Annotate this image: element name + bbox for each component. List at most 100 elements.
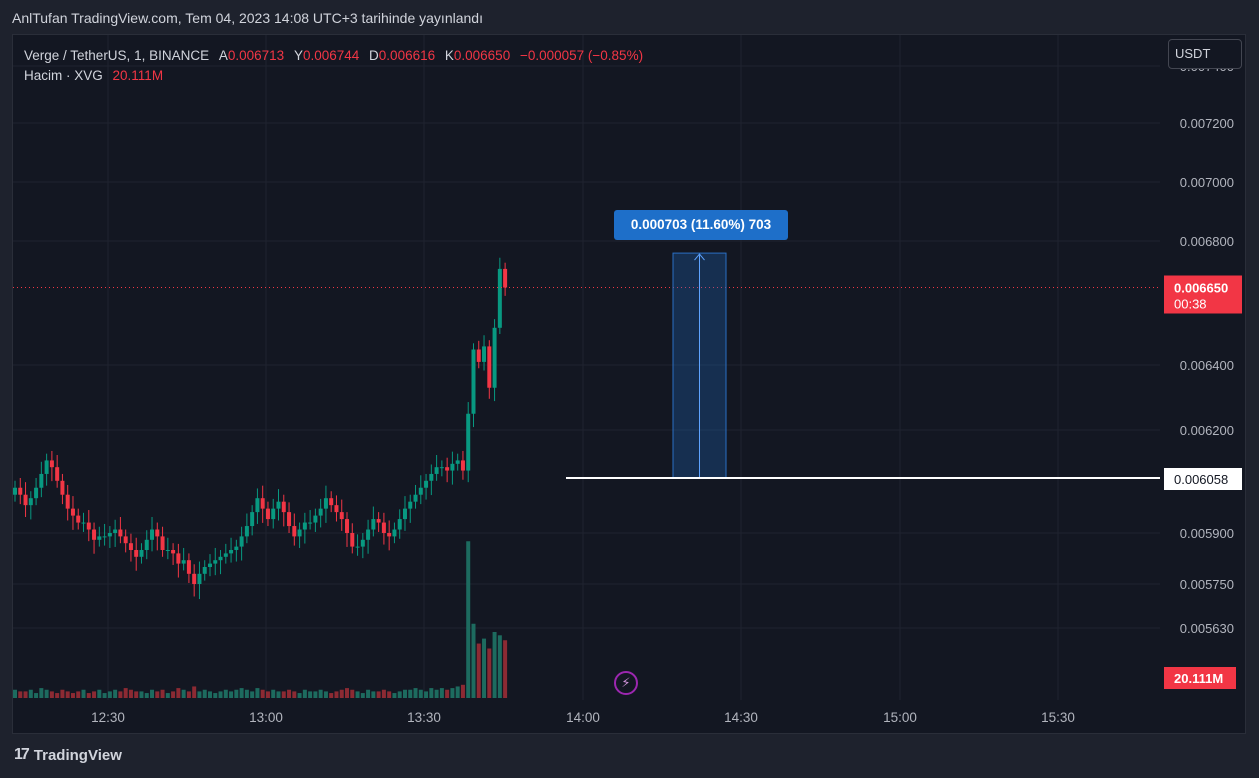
volume-bar — [466, 541, 471, 698]
candle — [323, 498, 328, 509]
candle — [439, 467, 444, 469]
candle — [371, 519, 376, 530]
volume-bar — [308, 691, 313, 698]
volume-bar — [239, 688, 244, 698]
volume-bar — [76, 691, 81, 698]
currency-button[interactable]: USDT — [1168, 39, 1242, 69]
measure-label: 0.000703 (11.60%) 703 — [631, 217, 772, 232]
candle — [260, 498, 265, 509]
candle — [192, 573, 197, 584]
candle — [171, 550, 176, 554]
volume-bar — [318, 689, 323, 698]
price-tick-label: 0.005900 — [1180, 526, 1234, 541]
volume-bar — [482, 638, 487, 698]
volume-bar — [402, 689, 407, 698]
countdown-text: 00:38 — [1174, 297, 1207, 312]
candle — [107, 533, 112, 537]
volume-bar — [455, 686, 460, 698]
candle — [476, 349, 481, 362]
candle — [123, 536, 128, 544]
candle — [397, 519, 402, 530]
low-value: 0.006616 — [378, 48, 436, 63]
high-value: 0.006744 — [302, 48, 360, 63]
volume-bar — [334, 691, 339, 698]
low-label: D — [369, 48, 379, 63]
volume-bar — [13, 689, 17, 698]
volume-bar — [213, 693, 218, 698]
volume-bar — [229, 691, 234, 698]
tradingview-logo-icon: 17 — [14, 746, 30, 763]
volume-bar — [450, 688, 455, 698]
candle — [387, 533, 392, 537]
candle — [287, 512, 292, 527]
chart-legend: Verge / TetherUS, 1, BINANCE A0.006713 Y… — [24, 46, 643, 86]
volume-label[interactable]: Hacim · XVG — [24, 68, 103, 83]
candle — [487, 346, 492, 388]
candle — [55, 467, 60, 481]
volume-bar — [345, 688, 350, 698]
volume-bar — [23, 691, 28, 698]
high-label: Y — [293, 48, 303, 63]
volume-bar — [128, 689, 133, 698]
candle — [49, 460, 54, 468]
volume-bar — [171, 691, 176, 698]
volume-bar — [202, 689, 207, 698]
volume-bar — [197, 691, 202, 698]
close-label: K — [444, 48, 454, 63]
open-label: A — [218, 48, 228, 63]
volume-bar — [313, 691, 318, 698]
volume-bar — [86, 693, 91, 698]
candle — [276, 501, 281, 509]
open-value: 0.006713 — [227, 48, 285, 63]
volume-bar — [392, 693, 397, 698]
close-value: 0.006650 — [453, 48, 511, 63]
volume-bar — [429, 688, 434, 698]
volume-bar — [70, 693, 75, 698]
volume-bar — [81, 689, 86, 698]
volume-bar — [60, 689, 65, 698]
candle — [482, 346, 487, 362]
chart-frame[interactable] — [12, 34, 1246, 734]
candle — [413, 494, 418, 502]
candle — [313, 515, 318, 523]
volume-bar — [144, 693, 149, 698]
candle — [155, 529, 160, 537]
volume-bar — [139, 691, 144, 698]
volume-bar — [107, 691, 112, 698]
candle — [139, 550, 144, 557]
volume-bar — [234, 689, 239, 698]
candle — [229, 550, 234, 554]
volume-bar — [503, 640, 508, 698]
candle — [86, 522, 91, 530]
price-tick-label: 0.006800 — [1180, 234, 1234, 249]
volume-bar — [287, 689, 292, 698]
brand-name: TradingView — [33, 746, 122, 764]
measure-label-box — [614, 210, 788, 240]
volume-bar — [192, 686, 197, 698]
candle — [318, 508, 323, 516]
volume-bar — [92, 691, 97, 698]
candle — [134, 550, 139, 557]
volume-bar — [271, 689, 276, 698]
symbol-label[interactable]: Verge / TetherUS, 1, BINANCE — [24, 48, 210, 63]
volume-bar — [281, 691, 286, 698]
candle — [450, 463, 455, 471]
volume-bar — [492, 632, 497, 698]
lightning-icon[interactable]: ⚡ — [614, 671, 638, 695]
candle — [355, 546, 360, 548]
volume-bar — [434, 689, 439, 698]
candle — [455, 460, 460, 464]
candle — [97, 536, 102, 540]
volume-bar — [445, 689, 450, 698]
measure-price-tag — [1164, 468, 1242, 490]
candle — [424, 480, 429, 488]
volume-bar — [186, 691, 191, 698]
volume-bar — [244, 689, 249, 698]
candle — [160, 536, 165, 550]
candle — [350, 533, 355, 547]
volume-bar — [65, 691, 70, 698]
candle — [302, 522, 307, 530]
candle — [460, 460, 465, 471]
time-tick-label: 13:00 — [249, 710, 283, 725]
